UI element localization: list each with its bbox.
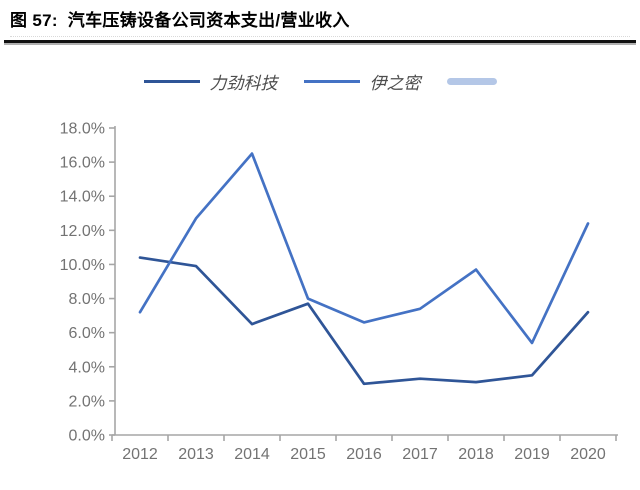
legend-label: 伊之密 [369, 73, 421, 94]
x-axis-tick-label: 2015 [290, 446, 326, 463]
y-axis-tick-label: 2.0% [69, 393, 105, 410]
y-axis-tick-label: 18.0% [60, 121, 105, 138]
series-line-1 [138, 152, 590, 345]
x-axis-tick-label: 2016 [346, 446, 382, 463]
legend-line-swatch [446, 77, 497, 85]
legend-item-2 [446, 77, 497, 85]
figure-label: 图 57: [10, 11, 58, 30]
legend-item-0: 力劲科技 [143, 69, 278, 94]
legend-item-1: 伊之密 [303, 69, 421, 94]
y-axis-tick-label: 16.0% [60, 155, 105, 172]
header-divider [4, 40, 636, 43]
y-axis-tick-label: 10.0% [60, 257, 105, 274]
x-axis-tick-label: 2012 [122, 446, 158, 463]
y-axis-tick-label: 12.0% [60, 223, 105, 240]
legend-line-swatch [303, 79, 360, 83]
x-axis-tick-label: 2019 [514, 446, 550, 463]
x-axis-tick-label: 2017 [402, 446, 438, 463]
x-axis-tick-label: 2013 [178, 446, 214, 463]
y-axis-tick-label: 4.0% [69, 359, 105, 376]
figure-title: 汽车压铸设备公司资本支出/营业收入 [67, 11, 350, 30]
figure-header: 图 57: 汽车压铸设备公司资本支出/营业收入 [10, 6, 630, 37]
y-axis-tick-label: 8.0% [69, 291, 105, 308]
legend-line-swatch [143, 79, 200, 83]
legend-label: 力劲科技 [209, 73, 278, 94]
x-axis-tick-label: 2020 [570, 446, 606, 463]
y-axis-tick-label: 6.0% [69, 325, 105, 342]
y-axis-tick-label: 14.0% [60, 189, 105, 206]
chart-legend: 力劲科技 伊之密 [0, 68, 640, 94]
y-axis-tick-label: 0.0% [69, 428, 105, 445]
series-line-0 [138, 256, 590, 386]
x-axis-tick-label: 2014 [234, 446, 270, 463]
x-axis-tick-label: 2018 [458, 446, 494, 463]
